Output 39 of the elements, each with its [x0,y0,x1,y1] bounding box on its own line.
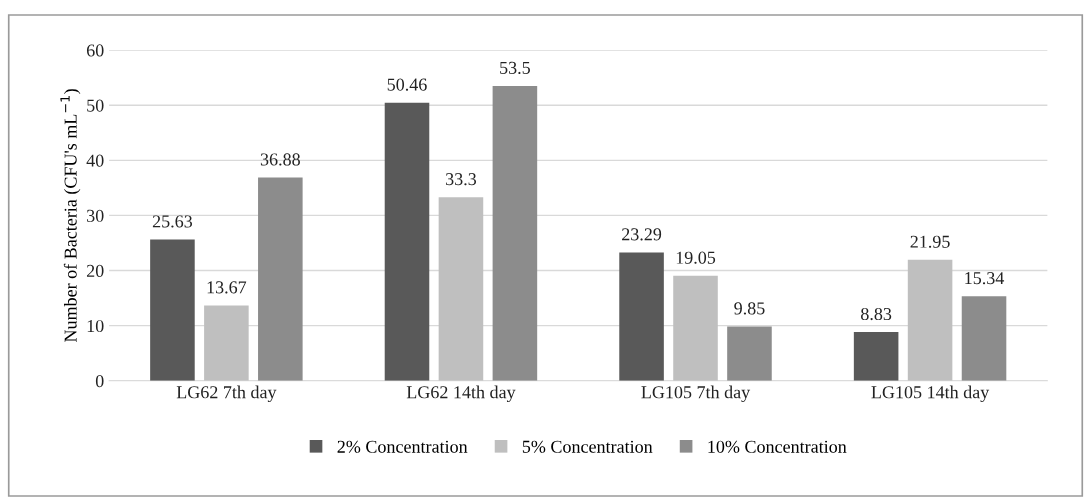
bar [907,259,953,381]
x-tick-label: LG62 7th day [176,385,277,403]
x-tick-label: LG105 7th day [641,385,751,403]
data-label: 25.63 [152,215,193,228]
y-tick-label: 60 [86,44,104,57]
data-label: 9.85 [734,302,765,315]
bar [384,102,430,381]
y-tick-label: 30 [87,209,104,222]
bar [853,332,899,381]
data-label: 13.67 [207,281,247,294]
bar [727,326,772,381]
data-label: 19.05 [676,251,716,264]
bar [204,305,249,381]
bar [673,275,718,381]
legend-label: 10% Concentration [708,440,847,453]
x-tick-label: LG105 14th day [871,385,990,403]
y-tick-label: 0 [95,375,104,388]
y-axis-title: Number of Bacteria (CFU's mL$^{−1}$) [60,89,81,343]
legend-label: 5% Concentration [522,440,653,453]
y-tick-label: 20 [86,264,104,277]
y-tick-label: 10 [87,319,104,333]
data-label: 50.46 [387,78,427,91]
data-label: 36.88 [260,153,300,166]
data-label: 23.29 [622,228,662,241]
legend-label: 2% Concentration [337,440,468,453]
data-label: 33.3 [446,173,477,186]
y-tick-label: 50 [87,99,104,112]
x-tick-label: LG62 14th day [406,385,516,403]
data-label: 53.5 [500,61,530,74]
data-label: 21.95 [910,235,950,248]
y-tick-label: 40 [86,154,104,167]
data-label: 8.83 [861,307,892,321]
bar [492,85,538,381]
bar [961,296,1007,381]
data-label: 15.34 [965,272,1005,285]
bar [619,252,664,381]
bar [258,177,303,381]
bar [150,239,195,381]
bar [438,197,484,381]
